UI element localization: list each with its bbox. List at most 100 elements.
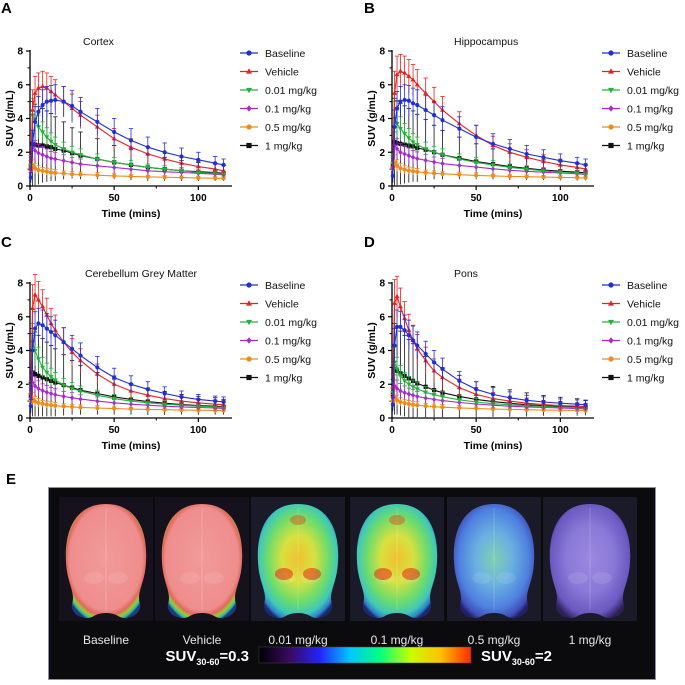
panel-d-series-vehicle-point: [397, 303, 403, 309]
panel-b-series-0-1-mg-kg-point: [406, 152, 411, 159]
panel-a-series-0-5-mg-kg-point: [32, 166, 38, 171]
panel-c-series-0-5-mg-kg-point: [48, 403, 54, 408]
panel-d-series-vehicle-point: [394, 293, 400, 299]
panel-d-series-0-5-mg-kg-point: [423, 403, 428, 409]
panel-b-series-0-5-mg-kg-point: [575, 175, 580, 180]
panel-a-legend-marker: [246, 68, 252, 74]
panel-c-series-0-5-mg-kg-point: [61, 404, 66, 409]
panel-d-series-0-1-mg-kg-point: [392, 383, 397, 389]
panel-c-legend-marker: [246, 282, 252, 288]
panel-a-series-0-5-mg-kg-point: [213, 176, 218, 181]
panel-d-series-0-5-mg-kg-line: [392, 396, 586, 412]
panel-c-series-0-1-mg-kg-point: [61, 393, 66, 400]
panel-b-series-baseline-point: [410, 101, 416, 106]
panel-b-series-baseline-point: [431, 113, 437, 118]
brain-structure: [592, 572, 612, 584]
panel-a-series-0-01-mg-kg-point: [78, 153, 83, 158]
panel-c-series-0-01-mg-kg-point: [145, 401, 151, 406]
panel-d-series-0-01-mg-kg-point: [440, 395, 445, 400]
panel-a-series-baseline-point: [28, 175, 33, 180]
panel-c-series-vehicle-point: [32, 292, 38, 297]
panel-a-series-0-01-mg-kg-point: [195, 170, 201, 176]
panel-d-series-baseline-line: [392, 326, 586, 406]
panel-a-series-0-01-mg-kg-point: [69, 150, 75, 155]
panel-c-series-0-5-mg-kg-point: [162, 407, 167, 412]
panel-d-x-tick-label: 50: [471, 425, 483, 436]
panel-a-series-0-1-mg-kg-point: [53, 156, 58, 162]
panel-b-series-0-5-mg-kg-point: [398, 166, 403, 171]
panel-b-series-0-01-mg-kg-point: [431, 150, 437, 155]
colorbar-min-label: SUV30-60=0.3: [166, 648, 250, 667]
panel-a-legend-marker: [246, 124, 252, 130]
panel-b-series-baseline-point: [423, 107, 428, 113]
panel-b-series-0-1-mg-kg: [390, 131, 588, 178]
panel-b-series-vehicle-point: [423, 90, 429, 95]
panel-a-series-0-01-mg-kg-point: [48, 139, 54, 144]
panel-b-legend-label: 0.5 mg/kg: [627, 122, 673, 134]
panel-a-legend-marker: [246, 142, 252, 149]
panel-c-series-baseline-point: [44, 326, 49, 331]
panel-c-series-baseline-point: [196, 397, 201, 402]
panel-c-series-0-1-mg-kg-point: [69, 395, 75, 401]
panel-a-x-tick-label: 100: [190, 193, 207, 204]
panel-d-x-tick-label: 0: [389, 425, 395, 436]
panel-a-series-0-1-mg-kg-point: [48, 155, 54, 161]
panel-a-series-baseline-point: [61, 99, 66, 104]
panel-c-series-0-1-mg-kg-point: [30, 379, 35, 386]
panel-d-series-0-5-mg-kg-point: [490, 406, 496, 412]
panel-b-series-baseline-point: [415, 102, 420, 108]
panel-b-series-baseline-point: [507, 146, 512, 151]
panel-letter-d: D: [364, 234, 375, 251]
panel-a-series-baseline-point: [213, 161, 218, 166]
panel-c-series-baseline-point: [40, 323, 45, 328]
panel-a-series-0-01-mg-kg-point: [162, 167, 168, 172]
panel-a-series-baseline-point: [53, 97, 58, 103]
panel-c-series-0-01-mg-kg-point: [61, 383, 67, 388]
panel-a-series-0-01-mg-kg-point: [40, 130, 46, 135]
panel-d-series-0-5-mg-kg-point: [524, 407, 529, 412]
panel-c-series-0-5-mg-kg-point: [112, 406, 117, 411]
panel-c-series-0-1-mg-kg-point: [32, 383, 38, 389]
brain-hotspot: [389, 515, 405, 525]
panel-d-legend-marker: [608, 282, 614, 288]
brain-structure: [204, 572, 224, 584]
panel-d-series-0-5-mg-kg-point: [431, 404, 437, 409]
panel-letter-a: A: [1, 0, 12, 17]
brain-structure: [472, 572, 492, 584]
panel-c-series-0-01-mg-kg-point: [128, 399, 134, 404]
panel-b-legend-marker: [608, 68, 614, 74]
panel-c-series-baseline-point: [28, 404, 33, 409]
pet-image-label: Vehicle: [183, 633, 222, 647]
panel-a-series-baseline-point: [48, 98, 54, 103]
panel-c-x-axis-label: Time (mins): [102, 440, 161, 452]
panel-c-series-baseline-point: [53, 333, 58, 338]
panel-d-legend-label: 0.5 mg/kg: [627, 354, 673, 366]
panel-d-legend-marker: [608, 300, 614, 306]
panel-b-series-0-5-mg-kg-point: [394, 163, 400, 168]
panel-b-series-0-5-mg-kg-point: [406, 168, 411, 173]
panel-b-legend-label: Baseline: [627, 48, 667, 60]
pet-image-0-1-mg-kg: 0.1 mg/kg: [350, 497, 444, 647]
panel-b-series-0-1-mg-kg-point: [402, 151, 407, 157]
panel-a-series-0-5-mg-kg-point: [221, 176, 226, 181]
panel-b-legend-marker: [608, 105, 614, 112]
panel-b-series-vehicle-line: [392, 70, 586, 170]
brain-silhouette: [453, 504, 535, 619]
panel-b-series-0-5-mg-kg-point: [431, 171, 437, 176]
panel-b-x-tick-label: 0: [389, 193, 395, 204]
colorbar-gradient: [258, 646, 472, 664]
panel-c-series-baseline-point: [30, 348, 35, 353]
panel-c-legend-marker: [246, 337, 252, 344]
panel-c-series-baseline-point: [145, 387, 150, 392]
panel-d-series-0-01-mg-kg-point: [397, 374, 403, 379]
panel-a-series-0-1-mg-kg-point: [95, 163, 100, 169]
panel-d-series-0-01-mg-kg-point: [423, 390, 429, 396]
panel-a-series-baseline-point: [36, 109, 41, 114]
panel-c-series-0-5-mg-kg-point: [78, 405, 83, 410]
panel-a-series-0-5-mg-kg-point: [36, 167, 41, 173]
panel-d-series-0-5-mg-kg-point: [474, 406, 479, 411]
panel-c-series-0-5-mg-kg-point: [53, 403, 58, 408]
panel-b-series-0-5-mg-kg-point: [402, 167, 407, 172]
panel-d-series-baseline-point: [541, 399, 546, 405]
panel-c-legend-label: Baseline: [265, 280, 305, 292]
